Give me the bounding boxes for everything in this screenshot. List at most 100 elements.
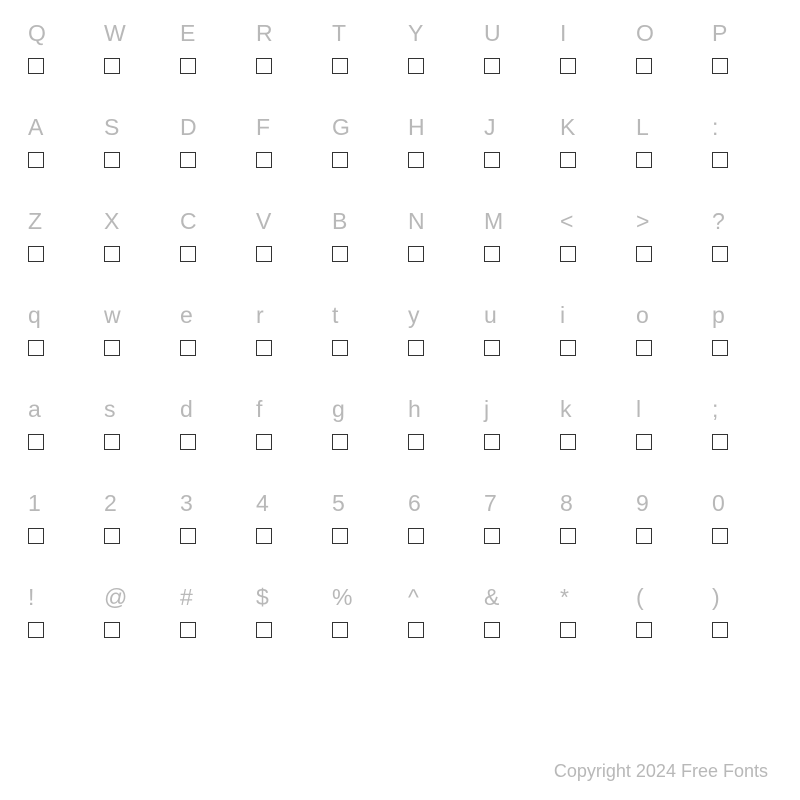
glyph-cell (552, 334, 628, 390)
glyph-cell (628, 616, 704, 672)
glyph-placeholder-icon (712, 340, 728, 356)
glyph-placeholder-icon (712, 434, 728, 450)
glyph-placeholder-icon (104, 58, 120, 74)
glyph-cell (476, 616, 552, 672)
char-label: 8 (552, 484, 628, 522)
glyph-cell (704, 522, 780, 578)
char-label: s (96, 390, 172, 428)
char-label: E (172, 14, 248, 52)
glyph-placeholder-icon (256, 340, 272, 356)
char-label: q (20, 296, 96, 334)
glyph-cell (704, 334, 780, 390)
glyph-placeholder-icon (332, 622, 348, 638)
glyph-cell (20, 428, 96, 484)
char-label: W (96, 14, 172, 52)
glyph-cell (628, 428, 704, 484)
glyph-cell (552, 522, 628, 578)
glyph-placeholder-icon (484, 58, 500, 74)
char-label: j (476, 390, 552, 428)
char-label: T (324, 14, 400, 52)
glyph-cell (248, 240, 324, 296)
char-label: 1 (20, 484, 96, 522)
glyph-cell (20, 616, 96, 672)
glyph-cell (628, 240, 704, 296)
glyph-cell (20, 146, 96, 202)
glyph-cell (400, 522, 476, 578)
character-map-grid: QWERTYUIOPASDFGHJKL:ZXCVBNM<>?qwertyuiop… (20, 14, 780, 672)
glyph-cell (704, 146, 780, 202)
glyph-placeholder-icon (28, 58, 44, 74)
copyright-text: Copyright 2024 Free Fonts (554, 761, 768, 782)
char-label: B (324, 202, 400, 240)
char-label: ^ (400, 578, 476, 616)
glyph-cell (704, 240, 780, 296)
glyph-cell (96, 616, 172, 672)
glyph-placeholder-icon (560, 434, 576, 450)
glyph-cell (324, 146, 400, 202)
glyph-placeholder-icon (180, 622, 196, 638)
char-label: Q (20, 14, 96, 52)
char-label: k (552, 390, 628, 428)
char-label: 2 (96, 484, 172, 522)
glyph-placeholder-icon (332, 58, 348, 74)
glyph-cell (400, 240, 476, 296)
char-label: g (324, 390, 400, 428)
glyph-cell (20, 334, 96, 390)
glyph-cell (248, 146, 324, 202)
glyph-placeholder-icon (712, 622, 728, 638)
char-label: < (552, 202, 628, 240)
glyph-cell (324, 522, 400, 578)
char-label: 9 (628, 484, 704, 522)
char-label: J (476, 108, 552, 146)
glyph-placeholder-icon (104, 152, 120, 168)
glyph-placeholder-icon (484, 152, 500, 168)
char-label: D (172, 108, 248, 146)
char-label: Z (20, 202, 96, 240)
char-label: i (552, 296, 628, 334)
char-label: 3 (172, 484, 248, 522)
glyph-cell (552, 616, 628, 672)
char-label: 4 (248, 484, 324, 522)
glyph-cell (476, 522, 552, 578)
char-label: H (400, 108, 476, 146)
char-label: ) (704, 578, 780, 616)
char-label: * (552, 578, 628, 616)
char-label: ( (628, 578, 704, 616)
glyph-placeholder-icon (332, 246, 348, 262)
char-label: ! (20, 578, 96, 616)
char-label: d (172, 390, 248, 428)
glyph-cell (172, 240, 248, 296)
glyph-cell (324, 240, 400, 296)
glyph-cell (628, 146, 704, 202)
glyph-placeholder-icon (256, 152, 272, 168)
glyph-placeholder-icon (560, 246, 576, 262)
glyph-cell (400, 52, 476, 108)
char-label: > (628, 202, 704, 240)
char-label: N (400, 202, 476, 240)
glyph-cell (476, 52, 552, 108)
glyph-placeholder-icon (408, 58, 424, 74)
glyph-cell (400, 428, 476, 484)
glyph-placeholder-icon (636, 152, 652, 168)
glyph-placeholder-icon (28, 340, 44, 356)
glyph-placeholder-icon (256, 246, 272, 262)
glyph-placeholder-icon (256, 58, 272, 74)
char-label: $ (248, 578, 324, 616)
glyph-cell (400, 616, 476, 672)
char-label: l (628, 390, 704, 428)
glyph-cell (476, 428, 552, 484)
glyph-cell (400, 334, 476, 390)
char-label: a (20, 390, 96, 428)
glyph-placeholder-icon (180, 340, 196, 356)
glyph-placeholder-icon (408, 246, 424, 262)
glyph-placeholder-icon (560, 622, 576, 638)
glyph-placeholder-icon (636, 58, 652, 74)
glyph-cell (96, 334, 172, 390)
glyph-cell (20, 240, 96, 296)
char-label: L (628, 108, 704, 146)
glyph-placeholder-icon (104, 622, 120, 638)
glyph-placeholder-icon (484, 340, 500, 356)
glyph-placeholder-icon (484, 434, 500, 450)
char-label: 5 (324, 484, 400, 522)
glyph-cell (172, 334, 248, 390)
